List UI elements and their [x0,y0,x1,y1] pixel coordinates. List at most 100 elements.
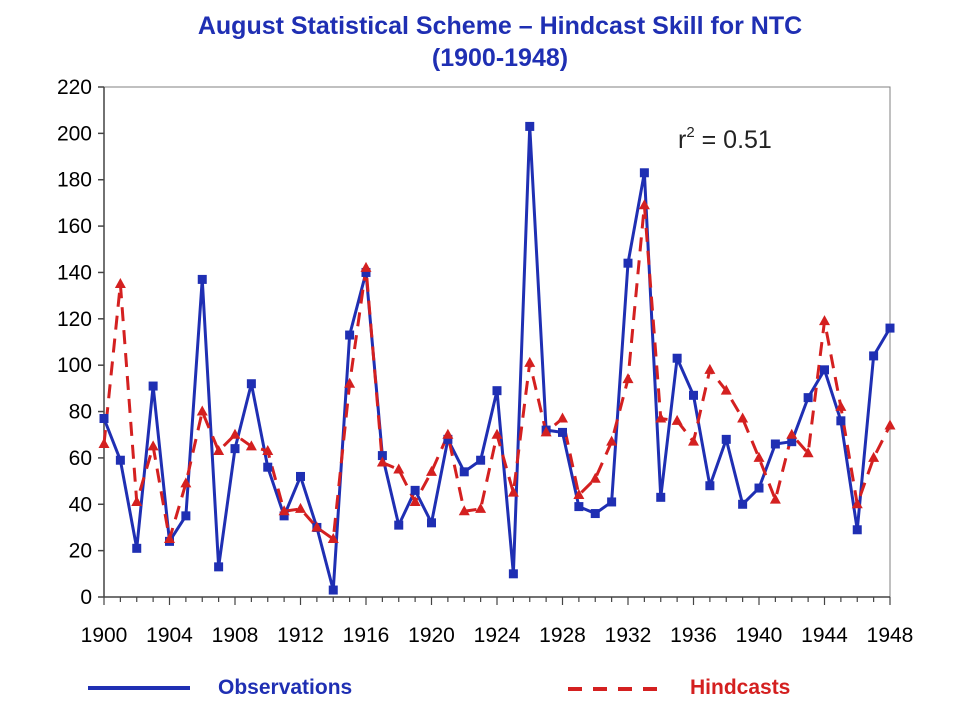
y-tick-label: 20 [69,540,92,563]
chart-title-line1: August Statistical Scheme – Hindcast Ski… [197,12,803,40]
x-tick-label: 1908 [212,624,259,647]
observations-point [197,274,207,284]
observations-point [361,267,371,277]
hindcasts-point [131,495,143,506]
observations-point [705,481,715,491]
hindcasts-point [884,419,896,430]
observations-point [148,381,158,391]
r-squared-annotation: r2 = 0.51 [678,124,772,154]
hindcasts-point [606,435,618,446]
y-tick-label: 40 [69,493,92,516]
chart-title-line2: (1900-1948) [431,44,569,72]
observations-point [410,485,420,495]
hindcasts-point [180,477,192,488]
legend-hindcasts-label: Hindcasts [690,676,790,699]
x-tick-label: 1916 [343,624,390,647]
observations-point [459,467,469,477]
observations-point [296,471,305,481]
observations-point [394,520,404,530]
observations-point [770,439,780,449]
observations-point [263,462,273,472]
hindcasts-point [786,428,798,439]
hindcasts-point [409,495,421,506]
observations-point [279,511,289,521]
observations-point [738,499,748,509]
x-tick-label: 1936 [670,624,717,647]
axes [98,86,891,605]
observations-point [639,168,649,178]
hindcasts-point [753,451,765,462]
y-tick-label: 0 [80,586,92,609]
observations-point [345,330,355,340]
observations-point [607,497,617,507]
observations-point [590,509,600,519]
observations-point [443,434,453,444]
hindcasts-point [638,199,650,210]
plot-area-frame [103,86,891,598]
hindcasts-point [540,426,552,437]
y-tick-label: 180 [57,169,92,192]
observations-point [377,451,387,461]
hindcasts-point [835,400,847,411]
hindcasts-point [720,384,732,395]
observations-point [721,434,731,444]
hindcasts-point [491,428,503,439]
hindcasts-point [524,356,536,367]
hindcasts-point [655,412,667,423]
y-tick-label: 140 [57,261,92,284]
observations-point [476,455,486,465]
hindcasts-point [147,440,159,451]
chart-title: August Statistical Scheme – Hindcast Ski… [0,10,960,74]
hindcasts-point [475,502,487,513]
observations-point [230,444,240,454]
hindcasts-point [819,315,830,326]
x-tick-label: 1932 [605,624,652,647]
observations-point [525,121,535,131]
hindcasts-point [442,428,454,439]
hindcasts-point [704,363,716,374]
y-tick-label: 100 [57,354,92,377]
hindcasts-point [164,533,175,544]
hindcasts-point [458,505,470,516]
y-tick-label: 200 [57,122,92,145]
x-tick-label: 1900 [81,624,128,647]
hindcasts-point [426,465,437,476]
hindcasts-point [344,377,356,388]
y-tick-labels: 0 20 40 60 80 100 120 140 160 180 200 220 [57,76,92,609]
y-tick-label: 220 [57,76,92,99]
x-tick-label: 1928 [539,624,586,647]
hindcasts-point [278,505,290,516]
hindcasts-point [196,405,208,416]
observations-point [672,353,682,363]
x-tick-label: 1944 [801,624,848,647]
observations-point [328,585,338,595]
observations-point [132,543,142,553]
observations-point [558,427,567,437]
observations-point [181,511,191,521]
y-tick-label: 120 [57,308,92,331]
observations-point [754,483,764,493]
observations-point [99,414,109,423]
y-tick-label: 80 [69,401,92,424]
hindcasts-point [245,440,257,451]
hindcasts-point [327,533,339,544]
y-tick-label: 60 [69,447,92,470]
hindcasts-point [851,498,863,509]
observations-point [623,258,633,268]
hindcasts-point [802,447,814,458]
hindcasts-point [868,451,880,462]
x-tick-label: 1904 [146,624,193,647]
observations-point [492,386,502,396]
hindcasts-point [229,428,241,439]
hindcasts-point [589,472,601,483]
hindcasts-point [769,493,781,504]
observations-point [574,502,584,512]
hindcasts-point [376,456,388,467]
observations-point [656,492,666,502]
observations-series-line [102,124,892,592]
hindcasts-point [671,414,683,425]
hindcasts-point [98,438,110,448]
hindcasts-point [262,444,274,455]
hindcasts-series-line [102,203,892,541]
observations-point [852,525,862,535]
